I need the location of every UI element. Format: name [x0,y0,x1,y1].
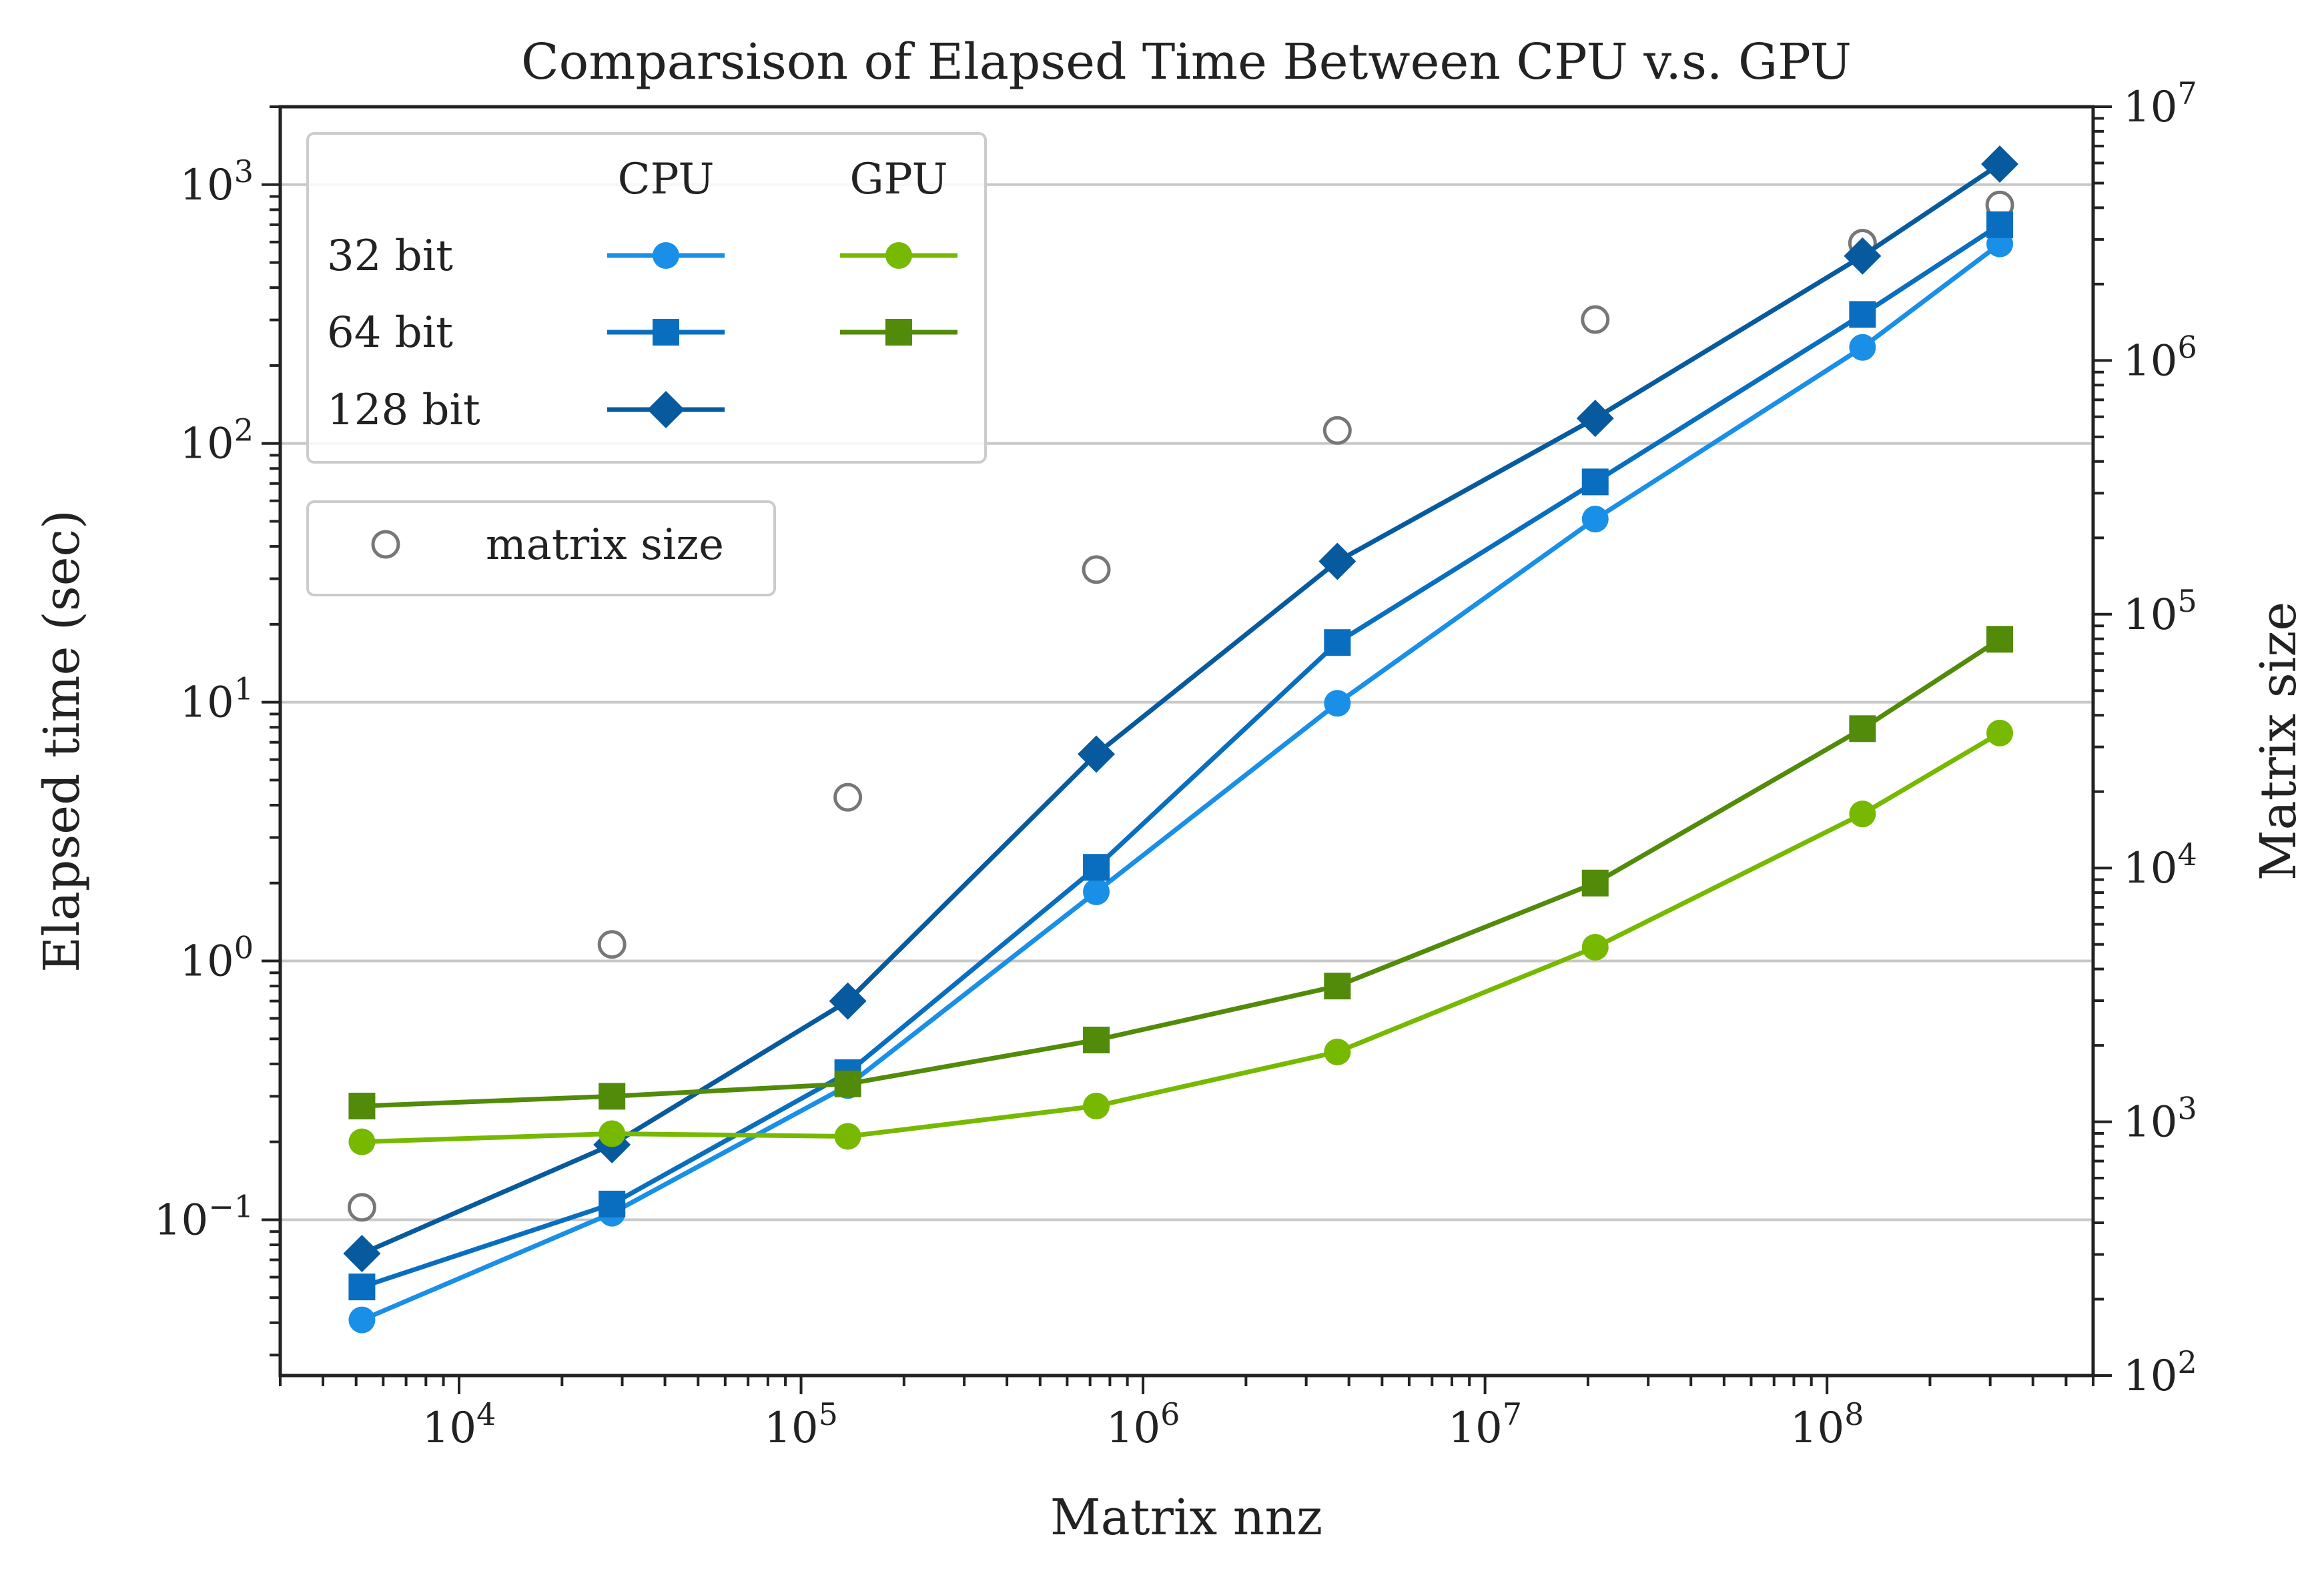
data-point-cpu-32bit-6 [1849,334,1876,361]
data-point-gpu-32bit-2 [834,1123,861,1150]
legend-swatches [607,242,957,428]
data-point-gpu-64bit-6 [1849,715,1876,742]
data-point-cpu-128bit-0 [343,1235,381,1273]
series-line-gpu-32bit [362,730,2001,1145]
data-point-gpu-32bit-5 [1581,933,1609,961]
data-point-cpu-64bit-5 [1581,468,1609,496]
legend-size-label: matrix size [486,520,724,570]
data-point-cpu-128bit-4 [1318,542,1357,580]
data-point-gpu-64bit-2 [834,1070,861,1097]
y2-axis-label: Matrix size [2250,602,2307,881]
data-point-cpu-64bit-7 [1986,211,2014,238]
x-tick-label-4: 108 [1790,1396,1864,1453]
x-axis-label: Matrix nnz [1050,1489,1322,1546]
y-tick-label-3: 102 [179,412,254,469]
y2-tick-label-4: 106 [2123,329,2197,386]
y-axis-label: Elapsed time (sec) [33,510,91,973]
series-line-gpu-64bit [362,637,2001,1109]
legend-marker-gpu-64bit [885,319,912,346]
y-tick-label-4: 103 [179,153,254,210]
ticks: 104 105 106 107 108 10−1 100 101 102 103 102 103 104… [154,75,2197,1453]
legend-marker-cpu-32bit [653,242,679,269]
matrix-size-point-2 [833,782,863,812]
data-point-cpu-32bit-5 [1581,506,1609,533]
legend-row-64bit: 64 bit [327,308,453,358]
y-tick-label-0: 10−1 [154,1188,254,1245]
x-tick-label-2: 106 [1106,1396,1180,1453]
legend-size-box [306,500,776,596]
matrix-size-point-1 [597,930,627,959]
legend-row-32bit: 32 bit [327,231,453,281]
matrix-size-point-3 [1082,555,1111,584]
data-point-cpu-64bit-0 [348,1273,376,1301]
series-line-cpu-32bit [361,241,2002,1322]
data-point-cpu-64bit-4 [1324,629,1351,656]
data-point-cpu-128bit-6 [1844,237,1882,275]
data-point-gpu-32bit-6 [1849,801,1876,828]
data-point-cpu-32bit-4 [1324,690,1351,717]
data-point-gpu-32bit-0 [348,1128,376,1155]
legend-box [306,132,987,464]
data-point-gpu-64bit-0 [348,1093,376,1120]
data-point-cpu-128bit-5 [1576,400,1614,438]
chart-title: Comparsison of Elapsed Time Between CPU … [521,33,1852,91]
y2-tick-label-2: 104 [2123,837,2197,893]
matrix-size-point-4 [1322,416,1352,445]
legend-marker-gpu-32bit [885,242,912,269]
y2-tick-label-5: 107 [2123,75,2197,132]
data-point-cpu-64bit-6 [1849,301,1876,328]
data-point-gpu-64bit-5 [1581,869,1609,897]
data-point-gpu-32bit-7 [1986,719,2014,746]
series-layer [343,145,2019,1334]
data-point-gpu-32bit-1 [599,1120,626,1147]
legend-row-128bit: 128 bit [327,386,480,435]
x-tick-label-1: 105 [764,1396,838,1453]
x-tick-label-0: 104 [422,1396,496,1453]
x-tick-label-3: 107 [1448,1396,1522,1453]
data-point-gpu-64bit-7 [1986,626,2014,653]
data-point-cpu-32bit-3 [1083,878,1110,905]
legend-marker-cpu-128bit [647,391,685,428]
data-point-gpu-64bit-4 [1324,973,1351,1000]
data-point-gpu-32bit-4 [1324,1038,1351,1065]
legend-marker-cpu-64bit [653,319,679,346]
y2-tick-label-1: 103 [2123,1091,2197,1147]
data-point-cpu-128bit-2 [829,982,867,1020]
series-line-cpu-64bit [361,222,2001,1289]
data-point-cpu-64bit-1 [599,1190,626,1217]
matrix-size-point-5 [1581,305,1610,334]
y2-tick-label-3: 105 [2123,583,2197,640]
data-point-gpu-64bit-3 [1083,1026,1110,1053]
legend-matrix-size: matrix size [306,500,776,596]
data-point-cpu-32bit-0 [348,1306,376,1334]
series-line-cpu-128bit [361,162,2002,1256]
legend: CPU GPU 32 bit 64 bit 128 bit [306,132,987,464]
legend-size-marker [371,530,400,559]
data-point-cpu-64bit-3 [1083,854,1110,881]
data-point-gpu-64bit-1 [599,1083,626,1110]
data-point-cpu-128bit-7 [1981,145,2019,183]
y-tick-label-2: 101 [179,671,254,728]
data-point-gpu-32bit-3 [1083,1093,1110,1120]
y-tick-label-1: 100 [179,930,254,987]
y2-tick-label-0: 102 [2123,1344,2197,1401]
matrix-size-point-0 [347,1193,376,1222]
legend-header-gpu: GPU [850,155,948,204]
legend-header-cpu: CPU [618,155,715,204]
data-point-cpu-128bit-3 [1078,735,1116,773]
